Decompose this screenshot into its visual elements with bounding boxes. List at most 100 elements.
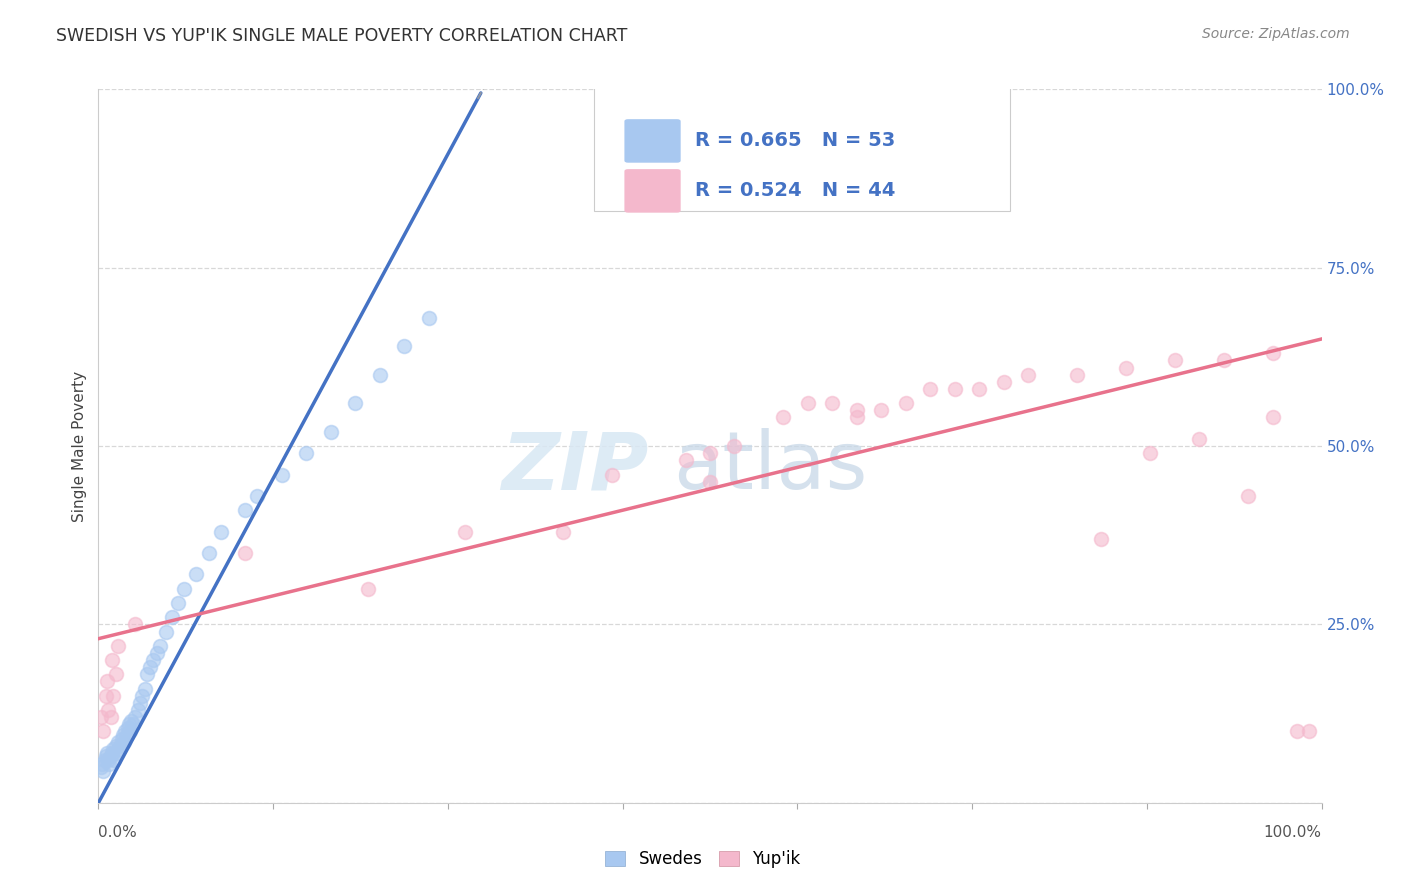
Point [114, 724, 136, 739]
Point [246, 489, 269, 503]
Point [124, 710, 146, 724]
Y-axis label: Single Male Poverty: Single Male Poverty [72, 370, 87, 522]
Point [101, 742, 124, 756]
Point [129, 696, 152, 710]
Point [107, 735, 129, 749]
Point [845, 403, 868, 417]
Point [91, 724, 114, 739]
Point [149, 639, 172, 653]
Point [112, 735, 135, 749]
Point [100, 749, 122, 764]
Point [104, 739, 127, 753]
Point [699, 475, 721, 489]
Point [295, 446, 318, 460]
Point [167, 596, 190, 610]
Point [111, 728, 134, 742]
Point [98, 756, 121, 771]
Point [1115, 360, 1137, 375]
Point [111, 731, 134, 746]
Point [101, 653, 124, 667]
Point [233, 503, 256, 517]
Point [91, 756, 114, 771]
Point [186, 567, 208, 582]
Text: 100.0%: 100.0% [1264, 825, 1322, 840]
Point [356, 582, 378, 596]
Point [105, 746, 128, 760]
Point [197, 546, 219, 560]
Point [894, 396, 917, 410]
Point [870, 403, 893, 417]
Point [319, 425, 342, 439]
Point [454, 524, 477, 539]
Point [1066, 368, 1088, 382]
Point [1090, 532, 1112, 546]
Point [121, 717, 143, 731]
Point [600, 467, 623, 482]
Point [93, 753, 115, 767]
Text: R = 0.665   N = 53: R = 0.665 N = 53 [696, 131, 896, 151]
Point [108, 742, 131, 756]
Text: 0.0%: 0.0% [98, 825, 138, 840]
Point [1017, 368, 1039, 382]
Point [993, 375, 1015, 389]
Point [1139, 446, 1161, 460]
Point [699, 446, 721, 460]
Point [173, 582, 195, 596]
Point [392, 339, 416, 353]
Point [103, 753, 125, 767]
Point [967, 382, 990, 396]
Point [943, 382, 966, 396]
Point [233, 546, 256, 560]
Point [344, 396, 367, 410]
FancyBboxPatch shape [624, 169, 681, 212]
Legend: Swedes, Yup'ik: Swedes, Yup'ik [599, 844, 807, 875]
Point [120, 724, 142, 739]
Text: Source: ZipAtlas.com: Source: ZipAtlas.com [1202, 27, 1350, 41]
Point [117, 721, 139, 735]
Point [845, 410, 868, 425]
Point [100, 710, 122, 724]
Point [1188, 432, 1211, 446]
Point [124, 617, 146, 632]
Point [101, 746, 124, 760]
Point [101, 689, 124, 703]
Point [139, 660, 162, 674]
Point [118, 717, 141, 731]
Point [131, 689, 153, 703]
Point [90, 760, 112, 774]
Point [160, 610, 183, 624]
Point [155, 624, 177, 639]
Point [553, 524, 575, 539]
Point [1237, 489, 1260, 503]
Point [368, 368, 391, 382]
Point [110, 739, 132, 753]
Point [821, 396, 844, 410]
Point [96, 746, 118, 760]
Point [96, 674, 118, 689]
Point [115, 728, 138, 742]
Point [94, 689, 117, 703]
FancyBboxPatch shape [593, 86, 1010, 211]
Point [146, 646, 169, 660]
FancyBboxPatch shape [624, 120, 681, 162]
Point [90, 710, 112, 724]
Text: R = 0.524   N = 44: R = 0.524 N = 44 [696, 181, 896, 201]
Point [134, 681, 156, 696]
Point [97, 703, 120, 717]
Point [920, 382, 942, 396]
Point [1261, 410, 1284, 425]
Point [104, 667, 127, 681]
Point [120, 714, 142, 728]
Point [675, 453, 697, 467]
Point [797, 396, 820, 410]
Point [1164, 353, 1187, 368]
Text: ZIP: ZIP [502, 428, 650, 507]
Point [94, 749, 117, 764]
Point [1212, 353, 1234, 368]
Point [97, 753, 120, 767]
Point [270, 467, 294, 482]
Point [136, 667, 159, 681]
Point [418, 310, 440, 325]
Point [1286, 724, 1309, 739]
Point [209, 524, 232, 539]
